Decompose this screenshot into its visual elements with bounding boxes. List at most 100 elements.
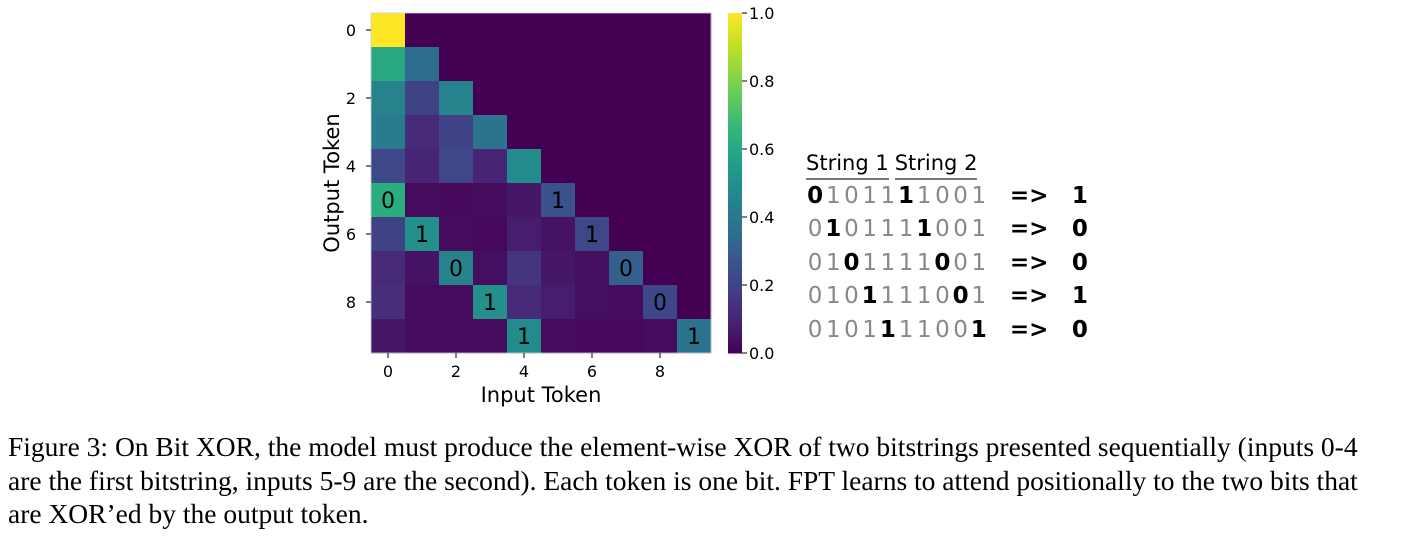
colorbar-segment [728, 25, 742, 28]
colorbar-segment [728, 163, 742, 166]
heatmap-cell-r2-c7 [609, 81, 644, 116]
arrow: => [1009, 283, 1049, 310]
heatmap-cell-r7-c0 [371, 251, 406, 286]
bit-highlighted: 1 [861, 283, 878, 310]
colorbar-segment [728, 81, 742, 84]
colorbar-segment [728, 345, 742, 348]
heatmap-cell-r9-c9 [677, 319, 712, 354]
heatmap-cell-r9-c2 [439, 319, 474, 354]
heatmap-cell-r4-c7 [609, 149, 644, 184]
colorbar-segment [728, 59, 742, 62]
y-tick-label: 4 [346, 157, 356, 176]
colorbar-segment [728, 257, 742, 260]
heatmap-cell-r3-c1 [405, 115, 440, 150]
heatmap-cell-r7-c8 [643, 251, 678, 286]
heatmap-cell-r1-c4 [507, 47, 542, 82]
bit: 1 [916, 316, 932, 343]
heatmap-cell-r3-c4 [507, 115, 542, 150]
x-tick-label: 8 [655, 362, 665, 381]
heatmap-cell-r8-c2 [439, 285, 474, 320]
heatmap-cell-r6-c5 [541, 217, 576, 252]
colorbar-segment [728, 135, 742, 138]
bit-highlighted: 0 [807, 183, 824, 209]
colorbar-segment [728, 295, 742, 298]
heatmap-annotations: 0 11 10 01 01 1 [381, 189, 701, 350]
heatmap-cell-r8-c5 [541, 285, 576, 320]
colorbar-segment [728, 111, 742, 114]
bit: 1 [971, 283, 987, 310]
colorbar-segment [728, 127, 742, 130]
xor-result: 0 [1071, 249, 1088, 276]
colorbar-segment [728, 203, 742, 206]
bit-highlighted: 1 [970, 316, 987, 343]
colorbar-segment [728, 289, 742, 292]
heatmap-cell-r6-c4 [507, 217, 542, 252]
colorbar-segment [728, 37, 742, 40]
colorbar-segment [728, 123, 742, 126]
colorbar-segment [728, 75, 742, 78]
colorbar-segment [728, 137, 742, 140]
bit: 1 [898, 316, 914, 343]
colorbar-segment [728, 263, 742, 266]
bit: 1 [916, 183, 932, 209]
string-headers: String 1 String 2 [806, 150, 1088, 180]
bit: 1 [916, 249, 932, 276]
colorbar-segment [728, 243, 742, 246]
heatmap-cell-r1-c7 [609, 47, 644, 82]
heatmap-cell-r5-c0 [371, 183, 406, 218]
colorbar-segment [728, 67, 742, 70]
cell-annotation: 1 [517, 325, 531, 350]
colorbar-segment [728, 171, 742, 174]
colorbar-segment [728, 159, 742, 162]
heatmap-cell-r1-c5 [541, 47, 576, 82]
colorbar-segment [728, 267, 742, 270]
colorbar-segment [728, 233, 742, 236]
heatmap-cell-r8-c4 [507, 285, 542, 320]
colorbar-segment [728, 331, 742, 334]
colorbar-segment [728, 53, 742, 56]
heatmap-cell-r5-c2 [439, 183, 474, 218]
colorbar-tick-label: 0.6 [749, 140, 774, 159]
axes: 0 2 4 6 8 0 2 4 6 8 [346, 21, 665, 381]
heatmap-frame [370, 12, 712, 354]
heatmap-cell-r9-c8 [643, 319, 678, 354]
colorbar-segment [728, 351, 742, 354]
cell-annotation: 1 [585, 223, 599, 248]
colorbar-segment [728, 133, 742, 136]
heatmap-cell-r1-c0 [371, 47, 406, 82]
arrow: => [1009, 216, 1049, 243]
colorbar-segment [728, 231, 742, 234]
colorbar-tick-label: 1.0 [749, 4, 774, 23]
heatmap-cell-r0-c7 [609, 13, 644, 48]
bit-highlighted: 1 [916, 216, 933, 243]
heatmap-cell-r2-c3 [473, 81, 508, 116]
colorbar-segment [728, 275, 742, 278]
y-tick-label: 6 [346, 225, 356, 244]
bit: 0 [844, 316, 859, 343]
colorbar-segment [728, 119, 742, 122]
heatmap-cell-r6-c0 [371, 217, 406, 252]
colorbar-segment [728, 13, 742, 16]
colorbar-segment [728, 189, 742, 192]
colorbar-segment [728, 103, 742, 106]
bit: 0 [953, 316, 968, 343]
colorbar-segment [728, 153, 742, 156]
colorbar-segment [728, 39, 742, 42]
heatmap-cell-r7-c6 [575, 251, 610, 286]
xor-result: 1 [1071, 183, 1088, 209]
heatmap-cell-r0-c6 [575, 13, 610, 48]
bit: 0 [807, 283, 823, 310]
x-tick-label: 2 [451, 362, 461, 381]
colorbar-segment [728, 31, 742, 34]
x-tick-label: 6 [587, 362, 597, 381]
colorbar-segment [728, 161, 742, 164]
colorbar-segment [728, 15, 742, 18]
heatmap-cell-r3-c9 [677, 115, 712, 150]
bit-highlighted: 0 [843, 249, 860, 276]
colorbar-segment [728, 201, 742, 204]
cell-annotation: 0 [449, 257, 463, 282]
bit: 1 [971, 183, 987, 209]
colorbar-segment [728, 327, 742, 330]
colorbar-segment [728, 101, 742, 104]
colorbar-segment [728, 165, 742, 168]
